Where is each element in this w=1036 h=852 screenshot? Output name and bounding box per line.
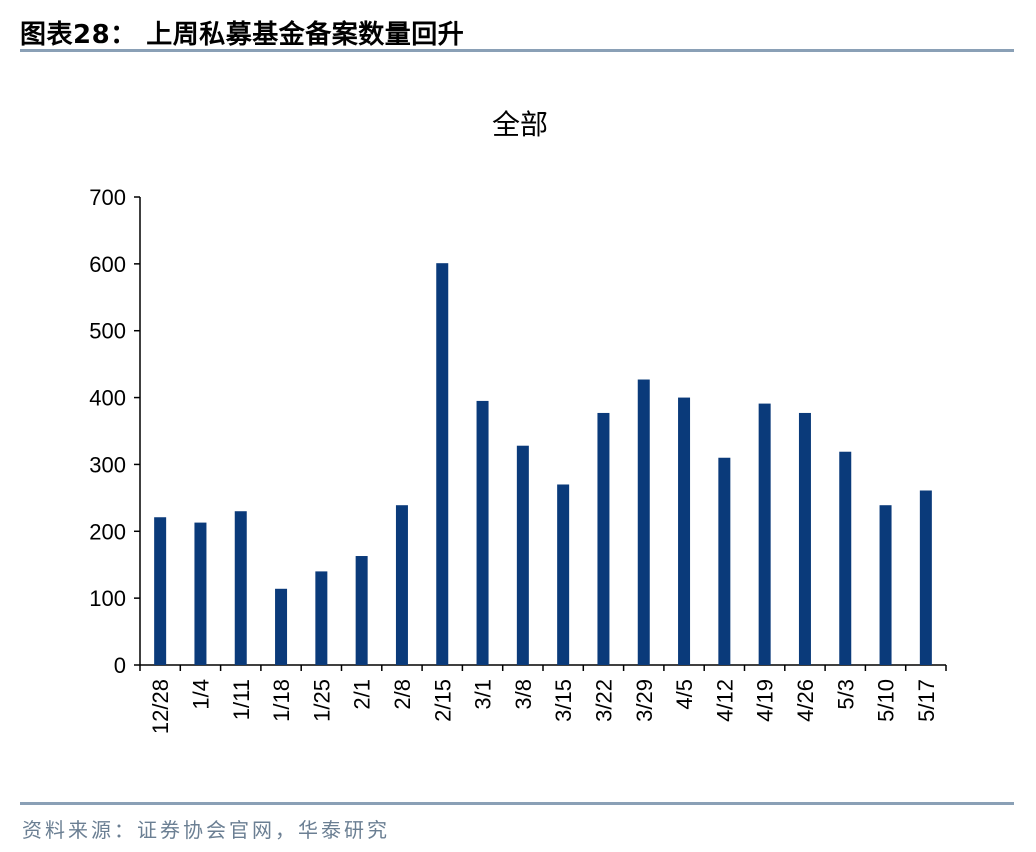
bar-3-29 xyxy=(637,379,650,665)
x-tick-label: 5/10 xyxy=(874,679,899,722)
x-tick-label: 4/12 xyxy=(712,679,737,722)
bar-4-12 xyxy=(718,457,731,665)
bar-2-1 xyxy=(355,556,368,665)
x-tick-label: 2/1 xyxy=(350,679,375,710)
bar-5-10 xyxy=(879,505,892,665)
chart-title: 全部 xyxy=(492,108,548,141)
figure-source: 资料来源：证券协会官网，华泰研究 xyxy=(22,818,390,842)
bar-2-15 xyxy=(436,263,449,665)
bar-3-1 xyxy=(476,400,489,665)
x-tick-label: 4/19 xyxy=(753,679,778,722)
x-tick-label: 5/17 xyxy=(914,679,939,722)
figure-title: 图表28： 上周私募基金备案数量回升 xyxy=(20,20,465,50)
bar-3-15 xyxy=(557,484,570,665)
x-tick-label: 3/8 xyxy=(511,679,536,710)
x-tick-label: 2/15 xyxy=(430,679,455,722)
footer-divider xyxy=(20,802,1014,805)
y-tick-label: 400 xyxy=(89,386,126,411)
bar-4-5 xyxy=(678,397,691,665)
bar-chart: 全部 0 100 200 300 400 500 600 700 12/28 1/4 1/11 1/… xyxy=(89,108,947,734)
x-tick-label: 12/28 xyxy=(148,679,173,734)
x-tick-label: 3/22 xyxy=(591,679,616,722)
y-axis: 0 100 200 300 400 500 600 700 xyxy=(89,185,141,678)
x-tick-label: 1/25 xyxy=(309,679,334,722)
x-tick-label: 5/3 xyxy=(833,679,858,710)
x-tick-label: 4/26 xyxy=(793,679,818,722)
x-tick-label: 3/29 xyxy=(632,679,657,722)
bar-2-8 xyxy=(395,505,408,665)
x-tick-label: 1/4 xyxy=(188,679,213,710)
bar-1-4 xyxy=(194,522,207,665)
chart-area: 全部 0 100 200 300 400 500 600 700 12/28 1/4 1/11 1/… xyxy=(0,60,1036,800)
x-tick-label: 3/1 xyxy=(471,679,496,710)
header-divider xyxy=(20,49,1014,52)
bar-4-26 xyxy=(798,412,811,665)
bar-3-8 xyxy=(516,445,529,665)
x-axis: 12/28 1/4 1/11 1/18 1/25 2/1 2/8 2/15 3/1 3/8 3/15… xyxy=(139,664,947,734)
x-tick-label: 2/8 xyxy=(390,679,415,710)
y-tick-label: 500 xyxy=(89,319,126,344)
y-tick-label: 0 xyxy=(114,653,126,678)
x-tick-label: 4/5 xyxy=(672,679,697,710)
bar-12-28 xyxy=(154,517,167,665)
y-tick-label: 200 xyxy=(89,519,126,544)
bar-5-3 xyxy=(839,451,852,665)
bar-1-11 xyxy=(234,511,247,665)
y-tick-label: 700 xyxy=(89,185,126,210)
bar-1-18 xyxy=(275,588,288,665)
figure-header: 图表28： 上周私募基金备案数量回升 xyxy=(20,10,1016,50)
bar-5-17 xyxy=(919,490,932,665)
y-tick-label: 300 xyxy=(89,452,126,477)
bars xyxy=(154,263,932,665)
y-tick-label: 600 xyxy=(89,252,126,277)
x-tick-label: 1/18 xyxy=(269,679,294,722)
bar-4-19 xyxy=(758,403,771,665)
bar-1-25 xyxy=(315,571,328,665)
x-tick-label: 1/11 xyxy=(229,679,254,720)
bar-3-22 xyxy=(597,412,610,665)
x-tick-label: 3/15 xyxy=(551,679,576,722)
y-tick-label: 100 xyxy=(89,586,126,611)
